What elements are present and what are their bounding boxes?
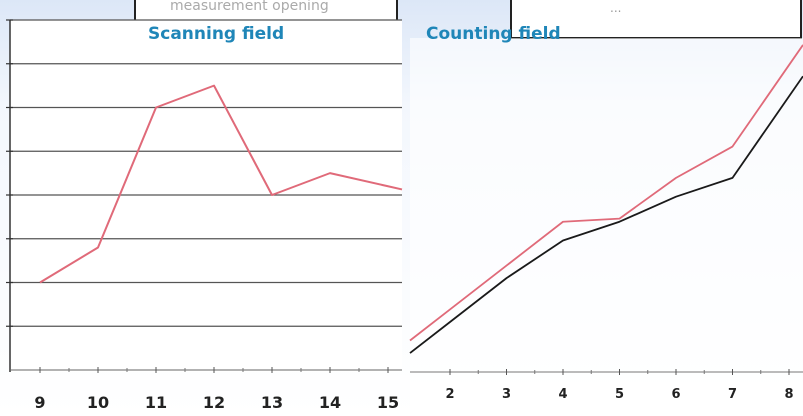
left-x-tick-label: 13 <box>261 393 283 412</box>
scanning-field-panel: 9 10 11 12 13 14 15 <box>6 19 403 412</box>
left-x-tick-label: 12 <box>203 393 225 412</box>
left-y-ticks <box>6 19 13 327</box>
left-series <box>39 84 403 284</box>
left-plot-area <box>10 20 402 372</box>
right-x-tick-labels: 2 3 4 5 6 7 8 <box>445 387 793 402</box>
right-x-tick-label: 2 <box>445 387 454 402</box>
left-x-tick-label: 14 <box>319 393 341 412</box>
left-x-tick-label: 15 <box>377 393 399 412</box>
right-x-ticks <box>449 369 790 375</box>
left-x-ticks <box>39 367 389 373</box>
counting-field-panel: 2 3 4 5 6 7 8 <box>409 38 803 416</box>
left-x-tick-label: 11 <box>145 393 167 412</box>
left-gridlines <box>10 19 402 327</box>
right-series <box>409 44 803 354</box>
left-x-tick-label: 10 <box>87 393 109 412</box>
left-x-tick-labels: 9 10 11 12 13 14 15 <box>34 393 399 412</box>
right-x-tick-label: 8 <box>784 387 793 402</box>
top-fragment-right: ... <box>610 1 621 15</box>
left-x-tick-label: 9 <box>34 393 45 412</box>
right-x-tick-label: 3 <box>502 387 511 402</box>
counting-field-label: Counting field <box>426 24 561 44</box>
right-x-tick-label: 7 <box>728 387 737 402</box>
right-x-tick-label: 4 <box>558 387 567 402</box>
right-x-tick-label: 6 <box>671 387 680 402</box>
right-series-line-1 <box>409 44 803 342</box>
top-label-box-right <box>510 0 802 39</box>
left-series-line-1 <box>39 84 403 284</box>
right-x-tick-label: 5 <box>615 387 624 402</box>
right-series-line-2 <box>409 75 803 354</box>
scanning-field-label: Scanning field <box>148 24 285 44</box>
top-fragment-left: measurement opening <box>170 0 329 14</box>
